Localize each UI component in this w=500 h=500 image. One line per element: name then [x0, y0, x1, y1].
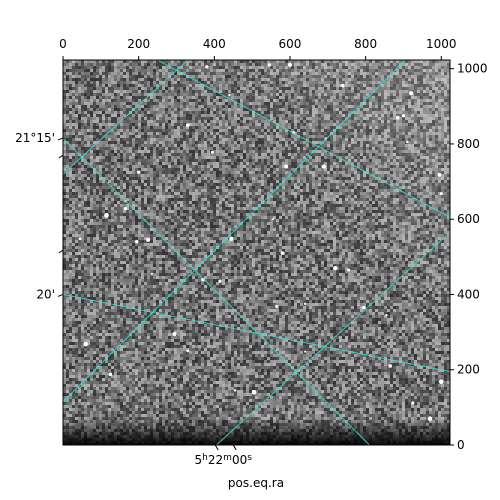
sky-image	[63, 60, 450, 445]
